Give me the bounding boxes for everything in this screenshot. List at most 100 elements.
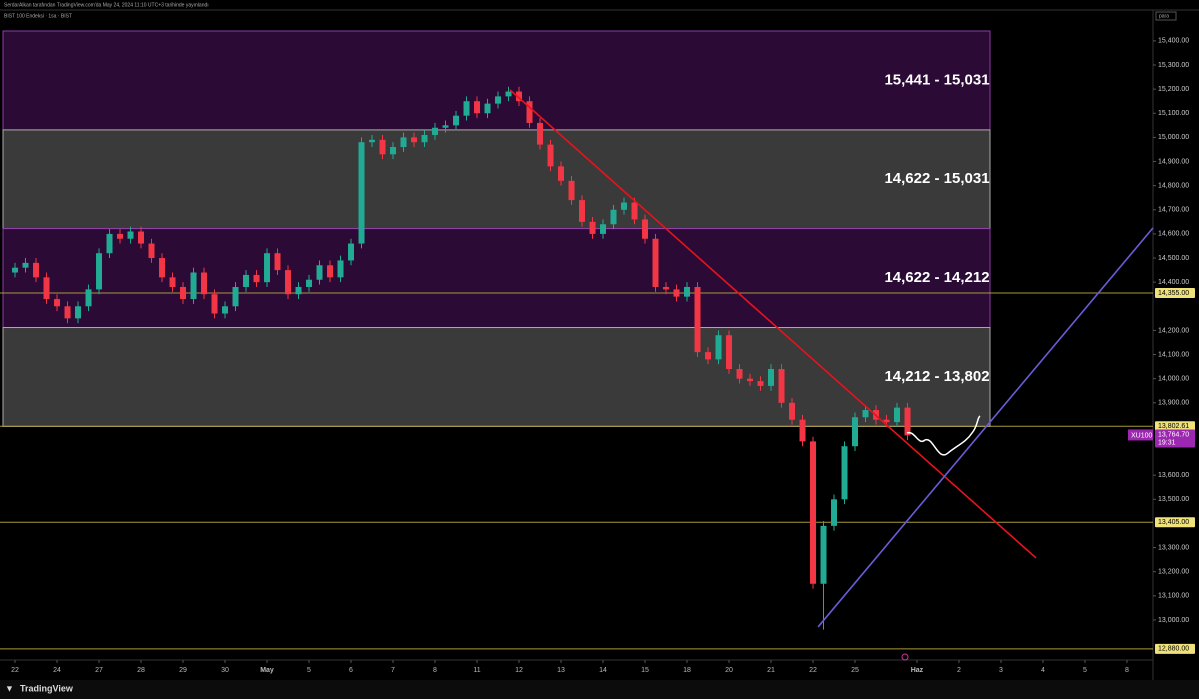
x-tick-label: 6 xyxy=(349,667,353,674)
x-tick-label: 18 xyxy=(683,667,691,674)
x-tick-label: 27 xyxy=(95,667,103,674)
currency-box[interactable] xyxy=(1155,11,1177,21)
y-tick-label: 13,300.00 xyxy=(1158,544,1189,551)
candle-body xyxy=(421,134,428,143)
candle-body xyxy=(778,369,785,403)
zone-label: 14,622 - 14,212 xyxy=(884,269,989,286)
candle-body xyxy=(600,224,607,234)
y-tick-label: 13,000.00 xyxy=(1158,617,1189,624)
candle-body xyxy=(505,91,512,97)
zone xyxy=(2,129,991,230)
candle-body xyxy=(726,335,733,370)
clock-icon[interactable] xyxy=(901,653,909,661)
candle-body xyxy=(54,299,61,307)
symbol-line: BIST 100 Endeksi · 1sa · BIST xyxy=(4,13,72,19)
y-tick-label: 15,200.00 xyxy=(1158,86,1189,93)
level-tag xyxy=(1155,643,1195,654)
x-tick-label: 24 xyxy=(53,667,61,674)
candle-body xyxy=(295,286,302,295)
x-tick-label: 28 xyxy=(137,667,145,674)
candle-body xyxy=(516,91,523,102)
candle-body xyxy=(75,306,82,319)
candle-body xyxy=(474,101,481,114)
candle-body xyxy=(736,369,743,379)
x-tick-label: 7 xyxy=(391,667,395,674)
y-tick-label: 15,100.00 xyxy=(1158,110,1189,117)
candle-body xyxy=(589,221,596,234)
candle-body xyxy=(379,139,386,155)
candle-body xyxy=(537,122,544,145)
candle-body xyxy=(117,233,124,239)
candle-body xyxy=(715,335,722,360)
candle-body xyxy=(232,286,239,307)
candle-body xyxy=(768,369,775,386)
candle-body xyxy=(348,243,355,261)
candle-body xyxy=(148,243,155,259)
candle-body xyxy=(442,125,449,128)
candle-body xyxy=(12,267,19,273)
candle-body xyxy=(106,233,113,254)
level-tag xyxy=(1155,421,1195,432)
candle-body xyxy=(43,277,50,300)
x-tick-label: 22 xyxy=(809,667,817,674)
level-tag xyxy=(1155,288,1195,299)
candle-body xyxy=(663,286,670,290)
candle-body xyxy=(705,352,712,360)
candle-body xyxy=(285,270,292,295)
candle-body xyxy=(369,139,376,143)
y-tick-label: 14,900.00 xyxy=(1158,158,1189,165)
candle-body xyxy=(820,525,827,584)
level-tag xyxy=(1155,517,1195,528)
x-tick-label: 25 xyxy=(851,667,859,674)
last-price-time: 19:31 xyxy=(1158,439,1176,446)
candle-body xyxy=(138,231,145,244)
candle-body xyxy=(463,101,470,116)
level-tag-label: 13,802.61 xyxy=(1158,423,1189,430)
x-tick-label: 20 xyxy=(725,667,733,674)
x-tick-label: 30 xyxy=(221,667,229,674)
candle-body xyxy=(316,265,323,280)
y-tick-label: 15,400.00 xyxy=(1158,38,1189,45)
x-tick-label: 14 xyxy=(599,667,607,674)
candle-body xyxy=(631,202,638,220)
x-tick-label: 11 xyxy=(473,667,480,674)
level-tag-label: 14,355.00 xyxy=(1158,290,1189,297)
candle-body xyxy=(411,137,418,143)
candle-body xyxy=(789,402,796,420)
candle-body xyxy=(22,262,29,268)
x-tick-label: May xyxy=(260,667,274,674)
y-tick-label: 14,000.00 xyxy=(1158,376,1189,383)
candle-body xyxy=(526,101,533,123)
candle-body xyxy=(453,115,460,126)
currency: para xyxy=(1159,13,1169,19)
candle-body xyxy=(306,279,313,287)
candle-body xyxy=(264,253,271,283)
candle-body xyxy=(852,417,859,447)
candle-body xyxy=(673,289,680,297)
x-tick-label: 8 xyxy=(433,667,437,674)
candle-body xyxy=(694,286,701,353)
published-line: SerdarAlkan tarafından TradingView.com'd… xyxy=(4,2,209,8)
zone xyxy=(2,30,991,131)
candle-body xyxy=(253,274,260,283)
x-tick-label: Haz xyxy=(911,667,924,674)
x-tick-label: 12 xyxy=(515,667,523,674)
x-tick-label: 13 xyxy=(557,667,565,674)
candle-body xyxy=(904,407,911,436)
logo: ▼ xyxy=(5,683,14,693)
candle-body xyxy=(64,306,71,319)
candle-body xyxy=(579,200,586,222)
candle-body xyxy=(495,96,502,104)
trendline xyxy=(509,89,1037,559)
candle-body xyxy=(799,419,806,442)
candle-body xyxy=(358,142,365,244)
y-tick-label: 14,800.00 xyxy=(1158,182,1189,189)
y-tick-label: 13,500.00 xyxy=(1158,496,1189,503)
y-tick-label: 13,200.00 xyxy=(1158,569,1189,576)
candle-body xyxy=(337,260,344,278)
candle-body xyxy=(243,274,250,287)
x-tick-label: 22 xyxy=(11,667,19,674)
candle-body xyxy=(558,166,565,181)
brand: TradingView xyxy=(20,683,74,693)
candle-body xyxy=(610,209,617,225)
